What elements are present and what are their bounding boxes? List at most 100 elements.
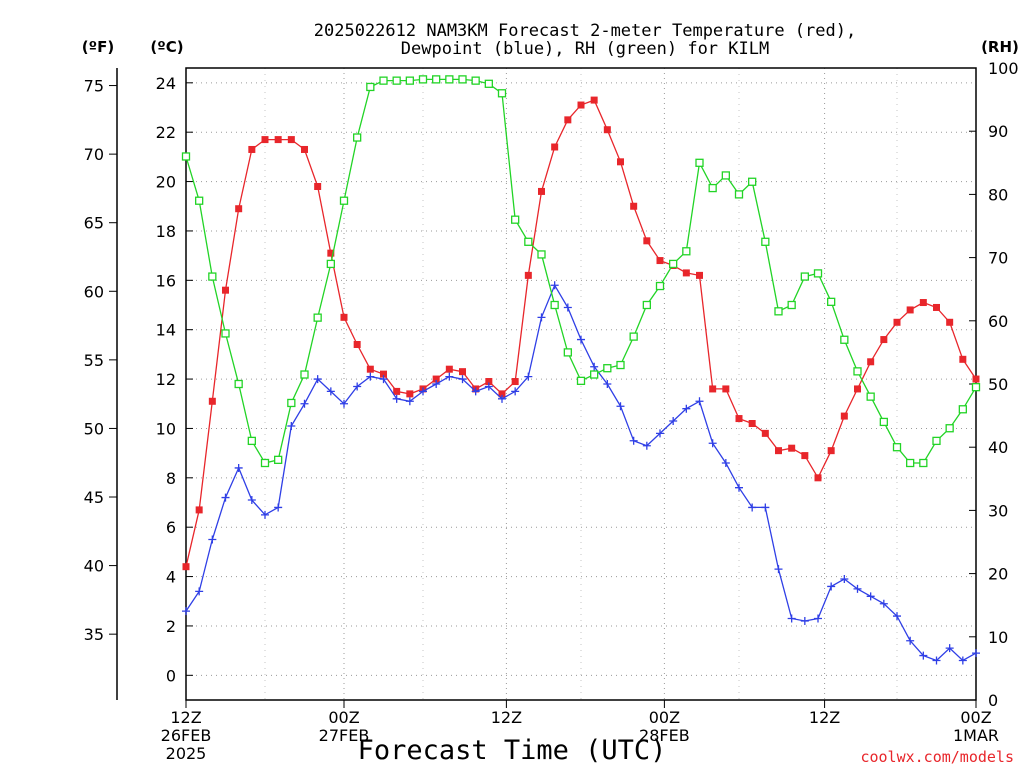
celsius-tick-label: 2 — [166, 617, 176, 636]
temperature-point — [630, 202, 638, 210]
dewpoint-point — [577, 335, 585, 344]
dewpoint-point — [274, 503, 283, 512]
temperature-point — [340, 313, 348, 321]
dewpoint-point — [590, 362, 599, 371]
rh-tick-label: 50 — [988, 375, 1008, 394]
rh-point — [260, 458, 270, 468]
temperature-point — [380, 370, 387, 378]
dewpoint-point — [879, 599, 888, 608]
dewpoint-point — [287, 421, 296, 430]
temperature-point — [195, 506, 203, 514]
rh-tick-label: 90 — [988, 122, 1008, 141]
rh-point — [958, 405, 967, 414]
rh-tick-label: 60 — [988, 312, 1008, 331]
dewpoint-point — [432, 380, 441, 388]
temperature-point — [801, 452, 809, 460]
dewpoint-point — [563, 303, 572, 312]
rh-point — [550, 300, 559, 310]
series-temperature — [182, 96, 980, 571]
dewpoint-point — [484, 382, 493, 391]
temperature-point — [603, 126, 611, 134]
dewpoint-point — [682, 404, 691, 413]
temperature-point — [208, 397, 216, 405]
x-tick-label: 27FEB — [319, 726, 370, 745]
dewpoint-point — [326, 387, 335, 396]
rh-point — [274, 455, 283, 464]
dewpoint-point — [208, 535, 217, 544]
dewpoint-point — [445, 372, 454, 381]
rh-point — [392, 76, 401, 85]
dewpoint-point — [787, 614, 796, 623]
temperature-point — [735, 415, 743, 423]
temperature-point — [590, 96, 598, 104]
rh-point — [484, 79, 493, 88]
temperature-point — [432, 375, 440, 383]
celsius-tick-label: 6 — [166, 518, 176, 537]
temperature-point — [906, 306, 914, 314]
temperature-point — [656, 257, 664, 265]
fahrenheit-tick-label: 65 — [84, 214, 104, 233]
dewpoint-point — [853, 584, 862, 593]
x-tick-label: 12Z — [809, 708, 840, 727]
rh-tick-label: 10 — [988, 628, 1008, 647]
rh-tick-label: 0 — [988, 691, 998, 710]
dewpoint-point — [656, 429, 664, 438]
dewpoint-point — [708, 439, 717, 448]
x-axis-title: Forecast Time (UTC) — [358, 735, 667, 766]
rh-point — [445, 75, 454, 84]
x-tick-label: 00Z — [328, 708, 359, 727]
rh-point — [616, 360, 625, 370]
temperature-point — [946, 318, 954, 326]
celsius-tick-label: 14 — [156, 321, 176, 340]
dewpoint-point — [958, 656, 967, 665]
temperature-point — [538, 187, 545, 195]
dewpoint-point — [893, 612, 901, 621]
dewpoint-point — [261, 510, 269, 519]
celsius-tick-label: 20 — [156, 173, 176, 192]
temperature-point — [393, 387, 401, 395]
dewpoint-point — [840, 575, 849, 584]
dewpoint-point — [761, 503, 770, 512]
rh-point — [379, 76, 388, 85]
temperature-point — [511, 378, 519, 386]
dewpoint-point — [642, 441, 651, 450]
dewpoint-point — [972, 649, 980, 658]
temperature-point — [551, 143, 559, 151]
temperature-point — [827, 447, 835, 455]
fahrenheit-tick-label: 75 — [84, 77, 104, 96]
rh-point — [511, 215, 520, 224]
dewpoint-point — [748, 503, 757, 512]
celsius-tick-label: 4 — [166, 568, 176, 587]
rh-point — [787, 300, 796, 310]
temperature-point — [617, 158, 624, 166]
dewpoint-point — [419, 387, 427, 396]
dewpoint-point — [603, 380, 612, 388]
rh-point — [326, 259, 335, 269]
rh-point — [208, 272, 217, 281]
temperature-point — [235, 205, 243, 213]
dewpoint-point — [945, 644, 954, 653]
dewpoint-point — [300, 399, 309, 408]
temperature-point — [959, 355, 967, 363]
x-tick-label: 12Z — [170, 708, 201, 727]
rh-unit-label: (RH) — [981, 38, 1019, 56]
rh-point — [313, 313, 322, 322]
dewpoint-point — [695, 397, 704, 406]
temperature-point — [722, 385, 730, 393]
temperature-point — [577, 101, 585, 109]
rh-point — [669, 259, 678, 269]
temperature-point — [682, 269, 690, 277]
series-rh — [181, 75, 981, 468]
x-tick-label: 28FEB — [639, 726, 690, 745]
temperature-point — [840, 412, 848, 420]
fahrenheit-tick-label: 35 — [84, 625, 104, 644]
x-tick-label: 12Z — [491, 708, 522, 727]
rh-point — [800, 272, 809, 281]
dewpoint-point — [866, 592, 875, 601]
rh-point — [524, 237, 533, 246]
rh-point — [761, 237, 770, 246]
rh-point — [366, 82, 375, 92]
x-tick-label: 26FEB — [161, 726, 212, 745]
rh-point — [537, 250, 546, 259]
